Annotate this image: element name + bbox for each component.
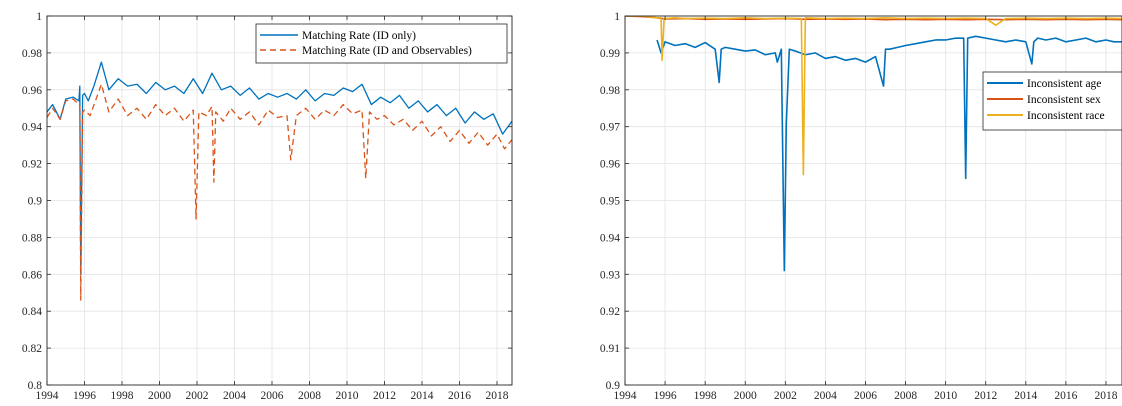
x-tick-label: 2010 bbox=[336, 390, 359, 402]
x-tick-label: 2014 bbox=[411, 390, 434, 402]
y-tick-label: 0.98 bbox=[600, 85, 620, 97]
y-tick-label: 0.82 bbox=[22, 343, 42, 355]
y-tick-label: 0.96 bbox=[600, 159, 620, 171]
x-tick-label: 1998 bbox=[111, 390, 134, 402]
x-tick-label: 2012 bbox=[373, 390, 396, 402]
legend: Matching Rate (ID only) Matching Rate (ID… bbox=[255, 23, 508, 64]
x-tick-label: 1994 bbox=[614, 390, 637, 402]
x-tick-label: 2006 bbox=[854, 390, 877, 402]
x-tick-label: 2008 bbox=[894, 390, 917, 402]
y-tick-label: 0.96 bbox=[22, 85, 42, 97]
x-tick-label: 2004 bbox=[814, 390, 837, 402]
y-tick-label: 0.99 bbox=[600, 48, 620, 60]
x-tick-label: 2000 bbox=[148, 390, 171, 402]
legend-label-2: Matching Rate (ID and Observables) bbox=[302, 45, 472, 57]
x-tick-label: 2008 bbox=[298, 390, 321, 402]
x-tick-label: 2018 bbox=[486, 390, 509, 402]
x-tick-label: 2014 bbox=[1014, 390, 1037, 402]
x-tick-label: 1996 bbox=[73, 390, 96, 402]
x-tick-label: 2012 bbox=[974, 390, 997, 402]
series-line-1 bbox=[656, 35, 1122, 272]
y-tick-label: 0.88 bbox=[22, 232, 42, 244]
x-tick-label: 1994 bbox=[36, 390, 59, 402]
y-tick-label: 0.94 bbox=[600, 232, 620, 244]
y-tick-label: 0.9 bbox=[28, 196, 43, 208]
x-tick-label: 2006 bbox=[261, 390, 284, 402]
x-tick-label: 2016 bbox=[448, 390, 471, 402]
y-tick-label: 0.91 bbox=[600, 343, 620, 355]
legend-label-2: Inconsistent sex bbox=[1027, 94, 1101, 106]
legend-label-1: Inconsistent age bbox=[1027, 78, 1101, 90]
x-tick-label: 1996 bbox=[654, 390, 677, 402]
y-tick-label: 0.9 bbox=[606, 380, 621, 392]
x-tick-label: 2002 bbox=[774, 390, 797, 402]
y-tick-label: 0.84 bbox=[22, 306, 42, 318]
chart-1: 1994 1996 1998 2000 2002 2004 2006 2008 2010 2012… bbox=[22, 11, 513, 402]
y-tick-label: 0.94 bbox=[22, 122, 42, 134]
legend-box bbox=[255, 23, 508, 64]
y-tick-label: 0.92 bbox=[22, 159, 42, 171]
x-tick-label: 2004 bbox=[223, 390, 246, 402]
y-tick-label: 1 bbox=[614, 11, 620, 23]
chart-2: 1994 1996 1998 2000 2002 2004 2006 2008 2010 2012… bbox=[600, 11, 1122, 402]
y-tick-label: 0.95 bbox=[600, 196, 620, 208]
legend: Inconsistent age Inconsistent sex Inconsis… bbox=[982, 71, 1122, 131]
y-tick-label: 1 bbox=[36, 11, 42, 23]
x-tick-label: 1998 bbox=[694, 390, 717, 402]
legend-box bbox=[982, 71, 1122, 131]
legend-label-1: Matching Rate (ID only) bbox=[302, 30, 416, 42]
series-line-1 bbox=[47, 61, 512, 275]
x-tick-label: 2018 bbox=[1094, 390, 1117, 402]
x-tick-label: 2010 bbox=[934, 390, 957, 402]
y-tick-label: 0.8 bbox=[28, 380, 43, 392]
x-tick-label: 2016 bbox=[1054, 390, 1077, 402]
y-tick-label: 0.86 bbox=[22, 269, 42, 281]
y-tick-label: 0.97 bbox=[600, 122, 620, 134]
legend-label-3: Inconsistent race bbox=[1027, 110, 1105, 122]
x-tick-label: 2000 bbox=[734, 390, 757, 402]
series-line-2 bbox=[47, 83, 512, 301]
y-tick-label: 0.98 bbox=[22, 48, 42, 60]
y-tick-label: 0.92 bbox=[600, 306, 620, 318]
x-tick-label: 2002 bbox=[186, 390, 209, 402]
series-group bbox=[47, 61, 512, 301]
y-tick-label: 0.93 bbox=[600, 269, 620, 281]
